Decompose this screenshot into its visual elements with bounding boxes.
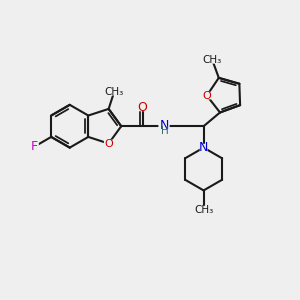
Text: N: N	[159, 118, 169, 131]
FancyBboxPatch shape	[30, 143, 39, 150]
Text: O: O	[138, 101, 148, 114]
FancyBboxPatch shape	[139, 103, 147, 111]
Text: CH₃: CH₃	[194, 205, 213, 215]
Text: O: O	[202, 91, 211, 100]
Text: H: H	[161, 126, 169, 136]
FancyBboxPatch shape	[109, 88, 120, 95]
Text: F: F	[31, 140, 38, 153]
Text: N: N	[199, 141, 208, 154]
FancyBboxPatch shape	[104, 140, 113, 147]
FancyBboxPatch shape	[203, 92, 211, 100]
Text: O: O	[104, 139, 113, 148]
FancyBboxPatch shape	[200, 144, 208, 152]
Text: CH₃: CH₃	[105, 87, 124, 97]
FancyBboxPatch shape	[198, 206, 209, 214]
Text: CH₃: CH₃	[202, 55, 222, 65]
FancyBboxPatch shape	[158, 122, 170, 133]
FancyBboxPatch shape	[206, 56, 218, 64]
